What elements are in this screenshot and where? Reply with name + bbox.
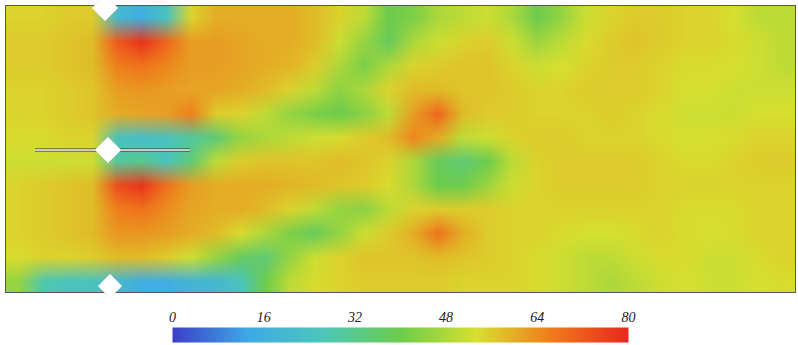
- svg-text:32: 32: [347, 310, 362, 325]
- svg-text:64: 64: [530, 310, 544, 325]
- svg-text:48: 48: [439, 310, 453, 325]
- svg-text:80: 80: [622, 310, 636, 325]
- svg-text:0: 0: [169, 310, 176, 325]
- svg-text:16: 16: [257, 310, 271, 325]
